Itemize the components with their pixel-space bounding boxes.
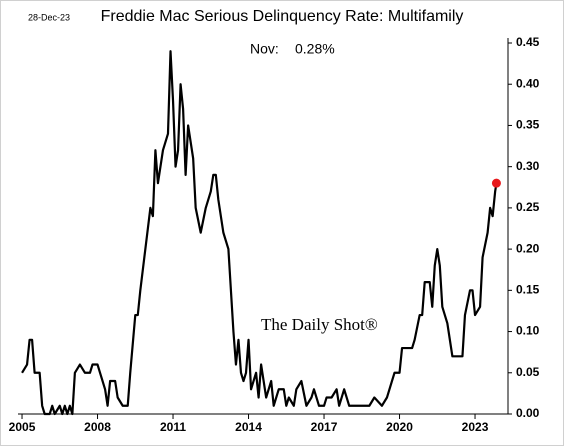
y-tick-label: 0.25: [516, 200, 540, 214]
x-tick-label: 2011: [160, 420, 186, 434]
y-tick-label: 0.45: [516, 35, 540, 49]
annotation-value: 0.28%: [295, 41, 335, 57]
y-tick-label: 0.30: [516, 159, 540, 173]
watermark: The Daily Shot®: [261, 315, 378, 334]
x-tick-label: 2023: [462, 420, 489, 434]
last-point: [491, 178, 501, 188]
y-tick-label: 0.40: [516, 76, 540, 90]
chart-title: Freddie Mac Serious Delinquency Rate: Mu…: [101, 8, 464, 25]
y-tick-label: 0.20: [516, 241, 540, 255]
line-series: [21, 50, 498, 416]
annotation-label: Nov:: [250, 41, 279, 57]
y-tick-label: 0.05: [516, 365, 540, 379]
x-tick-label: 2014: [235, 420, 262, 434]
date-note: 28-Dec-23: [28, 12, 70, 22]
y-tick-label: 0.10: [516, 324, 540, 338]
x-tick-label: 2017: [311, 420, 338, 434]
y-tick-label: 0.00: [516, 406, 540, 420]
x-tick-label: 2020: [386, 420, 413, 434]
x-tick-label: 2008: [84, 420, 111, 434]
y-tick-label: 0.35: [516, 118, 540, 132]
y-tick-label: 0.15: [516, 283, 540, 297]
x-tick-label: 2005: [9, 420, 36, 434]
